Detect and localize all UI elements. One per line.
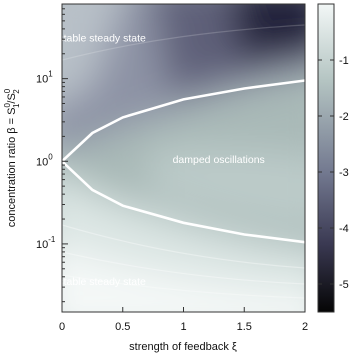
region-label-damped-oscillations: damped oscillations: [173, 154, 265, 166]
x-tick-label: 2: [302, 321, 308, 333]
x-axis-title: strength of feedback ξ: [129, 341, 237, 353]
heatmap-shading: [62, 4, 305, 312]
y-axis-title-main: concentration ratio β = S: [6, 108, 18, 228]
region-label-lower-stable: stable steady state: [58, 276, 146, 288]
y-axis-title-sep: /S: [6, 93, 18, 103]
colorbar: -1 -2 -3 -4 -5: [317, 3, 349, 313]
y-tick-label: 101: [36, 70, 53, 86]
contour-line: [62, 224, 305, 269]
contour-line: [62, 274, 305, 299]
svg-text:concentration ratio β = S01/S0: concentration ratio β = S01/S02: [3, 88, 21, 227]
y-tick-label: 10-1: [36, 235, 56, 251]
y-axis: 10-1 100 101: [36, 3, 68, 303]
colorbar-tick-label: -2: [339, 111, 349, 123]
x-tick-label: 0.5: [115, 321, 130, 333]
colorbar-ticks: -1 -2 -3 -4 -5: [318, 55, 349, 291]
x-axis: 0 0.5 1 1.5 2: [59, 307, 308, 333]
colorbar-tick-label: -3: [339, 167, 349, 179]
colorbar-tick-label: -5: [339, 279, 349, 291]
bifurcation-boundary-curve: [62, 79, 305, 244]
x-tick-label: 1.5: [237, 321, 252, 333]
y-axis-title-sub-2: 2: [12, 89, 21, 94]
y-axis-title-sub-1: 1: [12, 103, 21, 108]
y-tick-label: 100: [36, 152, 53, 168]
colorbar-tick-label: -4: [339, 223, 349, 235]
y-axis-title: concentration ratio β = S01/S02: [3, 88, 21, 227]
heatmap-plot-area: [62, 4, 305, 312]
region-label-upper-stable: stable steady state: [58, 33, 146, 45]
colorbar-tick-label: -1: [339, 55, 349, 67]
contour-line: [62, 24, 305, 61]
y-axis-title-sup-1: 0: [3, 103, 12, 108]
x-tick-label: 0: [59, 321, 65, 333]
y-axis-title-sup-2: 0: [3, 88, 12, 93]
x-tick-label: 1: [180, 321, 186, 333]
contour-line: [62, 251, 305, 285]
colorbar-gradient: [317, 3, 335, 313]
